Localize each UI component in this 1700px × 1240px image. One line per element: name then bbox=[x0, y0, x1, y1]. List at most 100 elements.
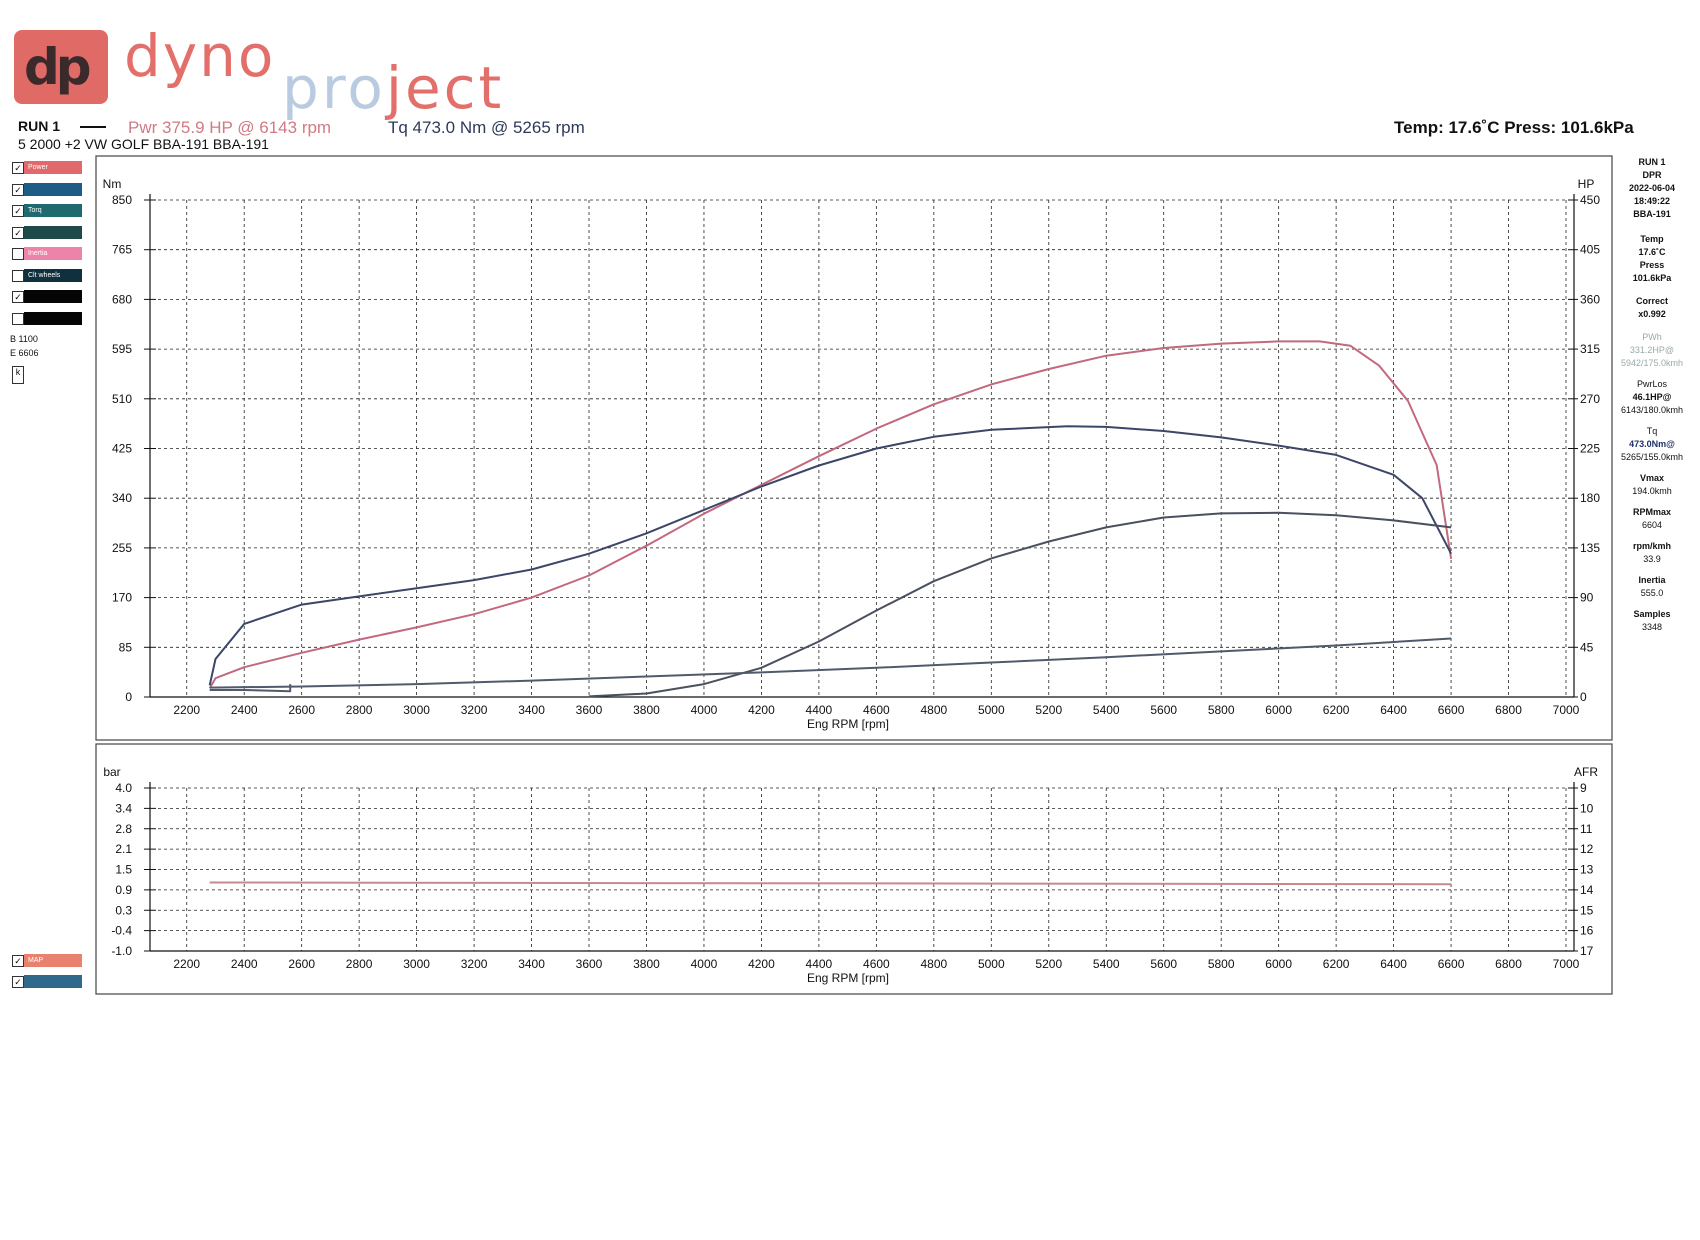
logo-word-project: project bbox=[282, 54, 504, 122]
upper-y-right-tick-label: 450 bbox=[1580, 193, 1600, 207]
lower-x-tick-label: 4000 bbox=[691, 957, 718, 971]
upper-y-right-tick-label: 405 bbox=[1580, 243, 1600, 257]
upper-x-tick-label: 4200 bbox=[748, 703, 775, 717]
side-rpmmax: 6604 bbox=[1641, 520, 1663, 530]
lower-x-tick-label: 5400 bbox=[1093, 957, 1120, 971]
upper-series-line-2 bbox=[588, 511, 1452, 698]
upper-x-tick-label: 4000 bbox=[691, 703, 718, 717]
side-tq-sub: 5265/155.0kmh bbox=[1620, 452, 1684, 462]
side-tq-label: Tq bbox=[1646, 426, 1658, 436]
upper-x-tick-label: 6000 bbox=[1265, 703, 1292, 717]
upper-x-tick-label: 6200 bbox=[1323, 703, 1350, 717]
side-vmax: 194.0kmh bbox=[1632, 486, 1672, 496]
legend-checkbox-3[interactable]: ✓ bbox=[12, 226, 24, 239]
upper-x-tick-label: 3800 bbox=[633, 703, 660, 717]
legend-checkbox-2[interactable]: ✓ bbox=[12, 205, 24, 217]
side-rpmkmh: 33.9 bbox=[1643, 554, 1661, 564]
upper-x-tick-label: 6600 bbox=[1438, 703, 1465, 717]
upper-frame bbox=[95, 155, 1613, 741]
upper-y-right-tick-label: 180 bbox=[1580, 491, 1600, 505]
lower-y-left-tick-label: -1.0 bbox=[111, 944, 132, 958]
lower-y-right-tick-label: 15 bbox=[1580, 903, 1594, 917]
lower-x-tick-label: 6800 bbox=[1495, 957, 1522, 971]
lower-legend-checkbox-0[interactable]: ✓ bbox=[12, 955, 24, 967]
car-info: 5 2000 +2 VW GOLF BBA-191 BBA-191 bbox=[18, 136, 269, 152]
upper-x-tick-label: 5000 bbox=[978, 703, 1005, 717]
lower-legend-checkbox-1[interactable]: ✓ bbox=[12, 976, 24, 988]
side-correct-label: Correct bbox=[1635, 296, 1668, 306]
lower-x-tick-label: 2400 bbox=[231, 957, 258, 971]
upper-x-tick-label: 6800 bbox=[1495, 703, 1522, 717]
lower-legend-swatch-0[interactable]: MAP bbox=[24, 954, 82, 967]
side-inertia: 555.0 bbox=[1640, 588, 1664, 598]
side-site: DPR bbox=[1642, 170, 1662, 180]
lower-x-tick-label: 4600 bbox=[863, 957, 890, 971]
upper-series-line-1 bbox=[208, 425, 1452, 686]
lower-y-right-tick-label: 9 bbox=[1580, 781, 1587, 795]
upper-x-tick-label: 2600 bbox=[288, 703, 315, 717]
upper-series-line-0 bbox=[208, 340, 1453, 689]
legend-swatch-4[interactable]: Inertia bbox=[24, 247, 82, 260]
upper-series-line-4 bbox=[209, 684, 292, 693]
upper-x-axis-label: Eng RPM [rpm] bbox=[807, 717, 889, 731]
lower-x-tick-label: 4400 bbox=[806, 957, 833, 971]
legend-checkbox-7[interactable] bbox=[12, 312, 24, 325]
lower-y-right-tick-label: 11 bbox=[1580, 822, 1593, 836]
lower-x-tick-label: 5200 bbox=[1035, 957, 1062, 971]
legend-swatch-2[interactable]: Torq bbox=[24, 204, 82, 217]
upper-y-left-tick-label: 425 bbox=[112, 442, 132, 456]
lower-x-tick-label: 4200 bbox=[748, 957, 775, 971]
lower-legend-swatch-1[interactable] bbox=[24, 975, 82, 988]
legend-checkbox-4[interactable] bbox=[12, 248, 24, 260]
legend-checkbox-6[interactable]: ✓ bbox=[12, 291, 24, 303]
legend-swatch-5[interactable]: Clt wheels bbox=[24, 268, 82, 282]
side-run: RUN 1 bbox=[1638, 157, 1666, 167]
legend-checkbox-0[interactable]: ✓ bbox=[12, 162, 24, 174]
side-rpmkmh-label: rpm/kmh bbox=[1632, 541, 1671, 551]
legend-swatch-7[interactable] bbox=[24, 311, 82, 325]
power-summary: Pwr 375.9 HP @ 6143 rpm bbox=[128, 118, 332, 137]
upper-x-tick-label: 4800 bbox=[920, 703, 947, 717]
lower-y-right-label: AFR bbox=[1574, 765, 1598, 779]
lower-y-left-tick-label: 3.4 bbox=[115, 801, 132, 815]
logo-word-pro: pro bbox=[282, 54, 386, 122]
upper-y-right-label: HP bbox=[1578, 177, 1595, 191]
lower-x-tick-label: 6600 bbox=[1438, 957, 1465, 971]
legend-swatch-6[interactable] bbox=[24, 290, 82, 303]
legend-swatch-0[interactable]: Power bbox=[24, 161, 82, 174]
legend-checkbox-5[interactable] bbox=[12, 269, 24, 282]
upper-x-tick-label: 3400 bbox=[518, 703, 545, 717]
lower-y-right-tick-label: 17 bbox=[1580, 944, 1594, 958]
legend-swatch-3[interactable] bbox=[24, 225, 82, 239]
side-pwh-label: PWh bbox=[1642, 332, 1662, 342]
lower-y-right-tick-label: 16 bbox=[1580, 924, 1594, 938]
upper-y-right-tick-label: 0 bbox=[1580, 690, 1587, 704]
side-samples-label: Samples bbox=[1633, 609, 1671, 619]
upper-y-left-tick-label: 85 bbox=[119, 640, 133, 654]
range-marker-button[interactable]: k bbox=[12, 366, 24, 384]
upper-y-right-tick-label: 225 bbox=[1580, 442, 1600, 456]
lower-series-line-0 bbox=[209, 881, 1452, 886]
lower-x-tick-label: 6000 bbox=[1265, 957, 1292, 971]
upper-y-left-tick-label: 170 bbox=[112, 591, 132, 605]
upper-x-tick-label: 6400 bbox=[1380, 703, 1407, 717]
upper-y-left-tick-label: 510 bbox=[112, 392, 132, 406]
legend-swatch-1[interactable] bbox=[24, 182, 82, 196]
upper-x-tick-label: 2400 bbox=[231, 703, 258, 717]
lower-x-tick-label: 5600 bbox=[1150, 957, 1177, 971]
lower-x-tick-label: 7000 bbox=[1553, 957, 1580, 971]
side-tq: 473.0Nm@ bbox=[1629, 439, 1675, 449]
side-pwh: 331.2HP@ bbox=[1629, 345, 1675, 355]
environment-summary: Temp: 17.6˚C Press: 101.6kPa bbox=[1394, 118, 1634, 137]
upper-x-tick-label: 3000 bbox=[403, 703, 430, 717]
side-vmax-label: Vmax bbox=[1639, 473, 1665, 483]
lower-x-tick-label: 3400 bbox=[518, 957, 545, 971]
logo-mark-text: dp bbox=[24, 38, 92, 96]
lower-x-axis-label: Eng RPM [rpm] bbox=[807, 971, 889, 985]
lower-x-tick-label: 6400 bbox=[1380, 957, 1407, 971]
upper-y-right-tick-label: 315 bbox=[1580, 342, 1600, 356]
lower-x-tick-label: 3000 bbox=[403, 957, 430, 971]
lower-y-left-tick-label: 4.0 bbox=[115, 781, 132, 795]
legend-checkbox-1[interactable]: ✓ bbox=[12, 183, 24, 196]
